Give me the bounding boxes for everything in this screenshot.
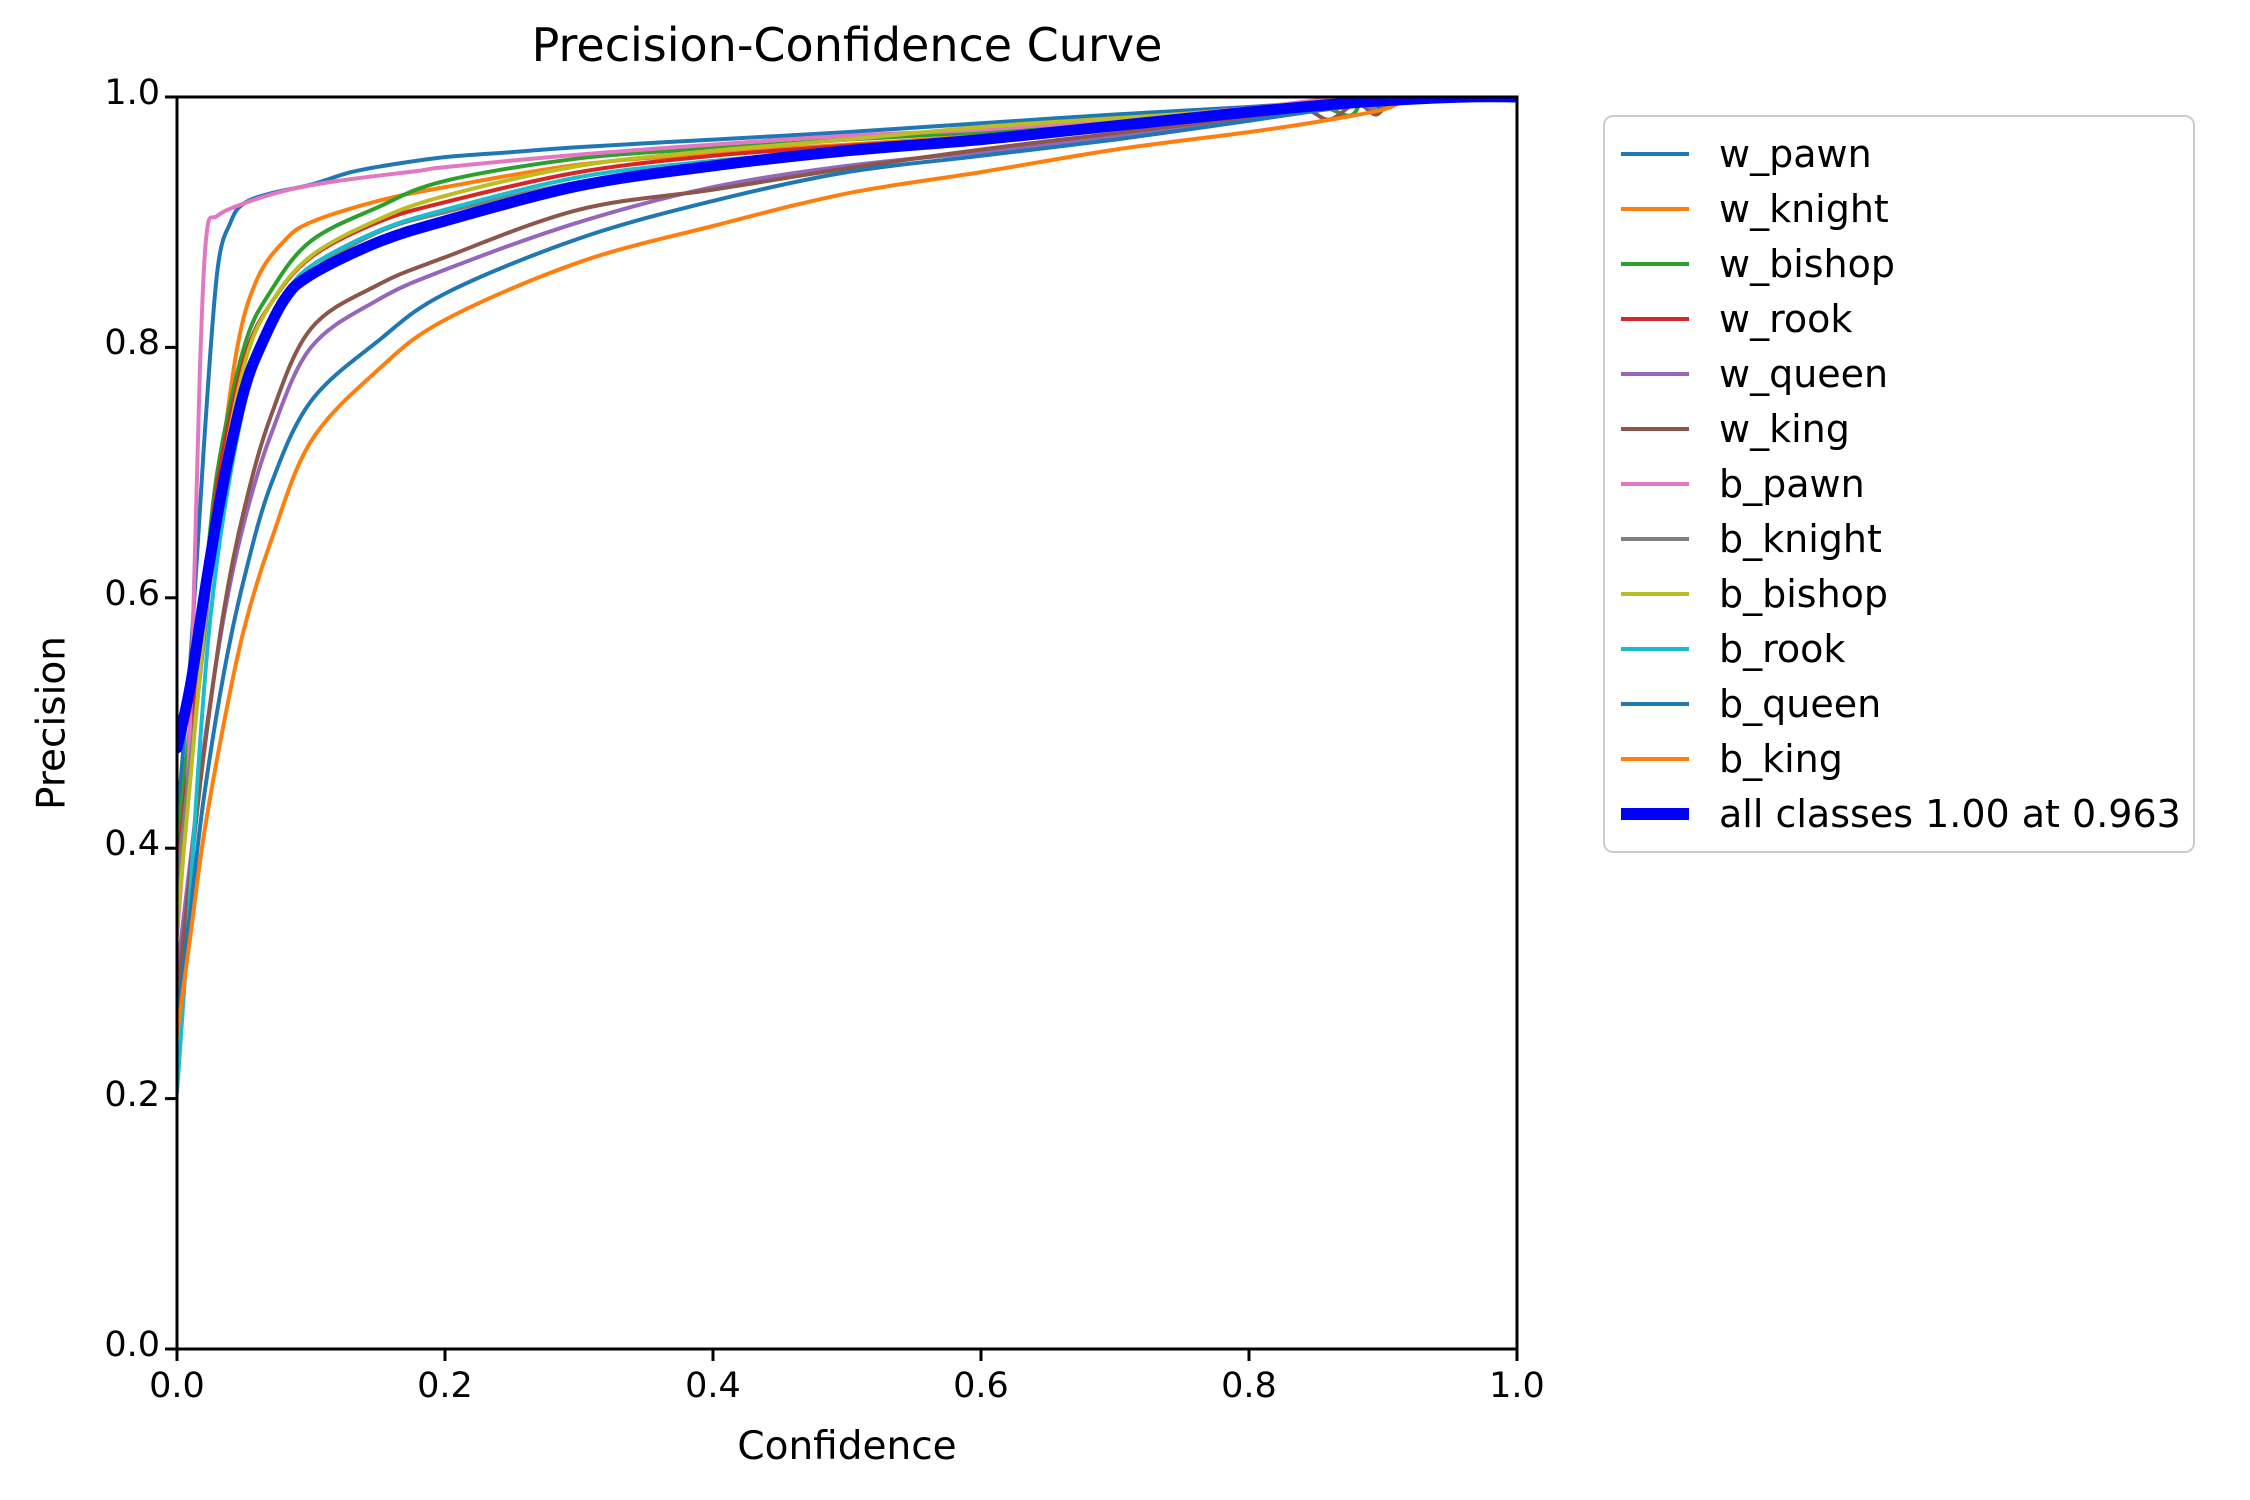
curve-b-queen	[177, 97, 1399, 1026]
legend-swatch-line	[1621, 317, 1689, 321]
y-tick-label: 0.6	[104, 573, 160, 614]
x-tick-label: 0.0	[149, 1366, 205, 1406]
chart-title: Precision-Confidence Curve	[531, 18, 1163, 72]
legend-label: w_bishop	[1719, 242, 1896, 286]
curve-b-king	[177, 97, 1412, 1038]
legend-label: w_queen	[1719, 352, 1889, 396]
legend-item: w_queen	[1605, 347, 2193, 401]
y-tick-label: 0.2	[104, 1074, 160, 1115]
legend-swatch-line	[1621, 647, 1689, 651]
x-axis-label: Confidence	[737, 1424, 957, 1469]
legend-item: b_bishop	[1605, 567, 2193, 621]
legend-swatch-line	[1621, 592, 1689, 596]
legend-item: w_bishop	[1605, 237, 2193, 291]
legend-label: b_rook	[1719, 627, 1846, 671]
legend-swatch-line	[1621, 372, 1689, 376]
y-tick-label: 0.4	[104, 824, 160, 865]
legend-swatch-line	[1621, 152, 1689, 156]
legend-label: b_queen	[1719, 682, 1882, 726]
curve-b-bishop	[177, 97, 1385, 926]
legend-label: b_pawn	[1719, 462, 1865, 506]
axes-spines	[175, 95, 1519, 1351]
legend-swatch-line	[1621, 262, 1689, 266]
curve-b-pawn	[177, 97, 1345, 938]
legend-item: w_pawn	[1605, 127, 2193, 181]
legend-item: w_knight	[1605, 182, 2193, 236]
y-tick-label: 0.8	[104, 323, 160, 364]
y-tick-label: 1.0	[104, 73, 160, 113]
legend: w_pawn w_knight w_bishop w_rook w_queen w_kin…	[1603, 115, 2195, 853]
x-tick-label: 0.6	[953, 1366, 1009, 1406]
legend-item: w_rook	[1605, 292, 2193, 346]
legend-swatch-line	[1621, 808, 1689, 820]
legend-label: w_king	[1719, 407, 1850, 451]
legend-label: w_knight	[1719, 187, 1889, 231]
legend-label: w_rook	[1719, 297, 1853, 341]
y-axis-label: Precision	[29, 635, 75, 811]
legend-swatch-line	[1621, 207, 1689, 211]
x-tick-label: 0.2	[417, 1366, 473, 1406]
x-tick-label: 0.4	[685, 1366, 741, 1406]
legend-item: w_king	[1605, 402, 2193, 456]
legend-item: b_queen	[1605, 677, 2193, 731]
legend-label: all classes 1.00 at 0.963	[1719, 792, 2181, 836]
legend-item: b_knight	[1605, 512, 2193, 566]
curve-all-classes-1-00-at-0-963	[177, 97, 1517, 754]
legend-swatch-line	[1621, 427, 1689, 431]
y-tick-label: 0.0	[104, 1325, 160, 1365]
legend-swatch-line	[1621, 757, 1689, 761]
legend-swatch-line	[1621, 482, 1689, 486]
legend-swatch-line	[1621, 537, 1689, 541]
legend-label: b_knight	[1719, 517, 1882, 561]
legend-swatch-line	[1621, 702, 1689, 706]
x-tick-label: 0.8	[1221, 1366, 1277, 1406]
legend-label: w_pawn	[1719, 132, 1872, 176]
legend-item: b_rook	[1605, 622, 2193, 676]
x-tick-label: 1.0	[1489, 1366, 1545, 1406]
legend-item: b_pawn	[1605, 457, 2193, 511]
legend-label: b_king	[1719, 737, 1843, 781]
legend-item: all classes 1.00 at 0.963	[1605, 787, 2193, 841]
legend-label: b_bishop	[1719, 572, 1889, 616]
legend-item: b_king	[1605, 732, 2193, 786]
